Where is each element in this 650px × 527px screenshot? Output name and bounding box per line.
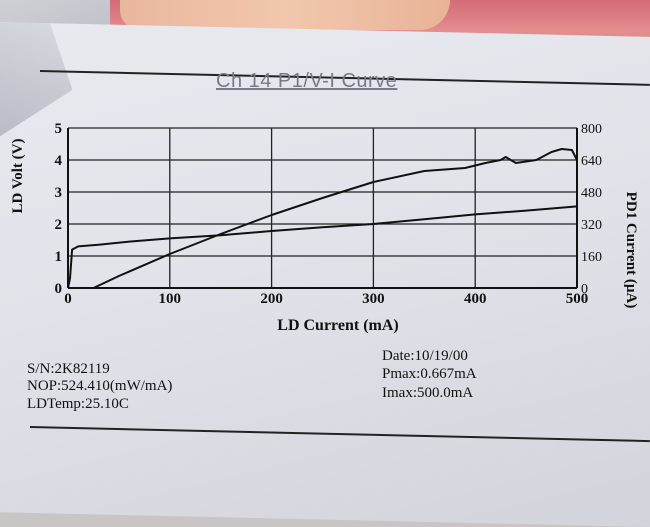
y-tick-label: 4 <box>55 153 63 169</box>
y-tick-label: 1 <box>55 249 63 265</box>
y2-axis-label: PD1 Current (µA) <box>623 192 639 309</box>
y2-tick-label: 800 <box>581 122 602 137</box>
serial-number: S/N:2K82119 <box>27 361 110 377</box>
x-tick-label: 100 <box>159 291 182 307</box>
imax-value: Imax:500.0mA <box>382 385 474 401</box>
y-axis-label: LD Volt (V) <box>10 138 26 213</box>
nop-value: NOP:524.410(mW/mA) <box>27 378 173 394</box>
chart-series <box>67 148 578 289</box>
x-tick-label: 300 <box>362 291 385 307</box>
x-axis-label: LD Current (mA) <box>277 317 398 334</box>
y2-tick-label: 160 <box>581 250 602 265</box>
ld-temp: LDTemp:25.10C <box>27 396 129 412</box>
chart-axes <box>67 128 578 289</box>
y2-tick-label: 0 <box>581 282 588 297</box>
y-tick-label: 5 <box>55 121 63 137</box>
x-tick-label: 200 <box>260 291 283 307</box>
chart-grid <box>68 127 577 288</box>
y2-tick-label: 480 <box>581 186 602 201</box>
y-tick-label: 2 <box>55 217 63 233</box>
x-tick-label: 500 <box>566 291 589 307</box>
x-tick-label: 400 <box>464 291 487 307</box>
pd1-current-series-line <box>93 148 578 289</box>
y-tick-label: 0 <box>55 281 63 297</box>
chart-title: Ch 14 P1/V-I Curve <box>216 70 398 92</box>
y2-tick-label: 640 <box>581 154 602 169</box>
y-tick-label: 3 <box>55 185 63 201</box>
x-tick-label: 0 <box>64 291 72 307</box>
voltage-series-line <box>67 205 578 289</box>
date-value: Date:10/19/00 <box>382 348 468 364</box>
y2-tick-label: 320 <box>581 218 602 233</box>
pmax-value: Pmax:0.667mA <box>382 366 477 382</box>
background-hand <box>120 0 450 30</box>
